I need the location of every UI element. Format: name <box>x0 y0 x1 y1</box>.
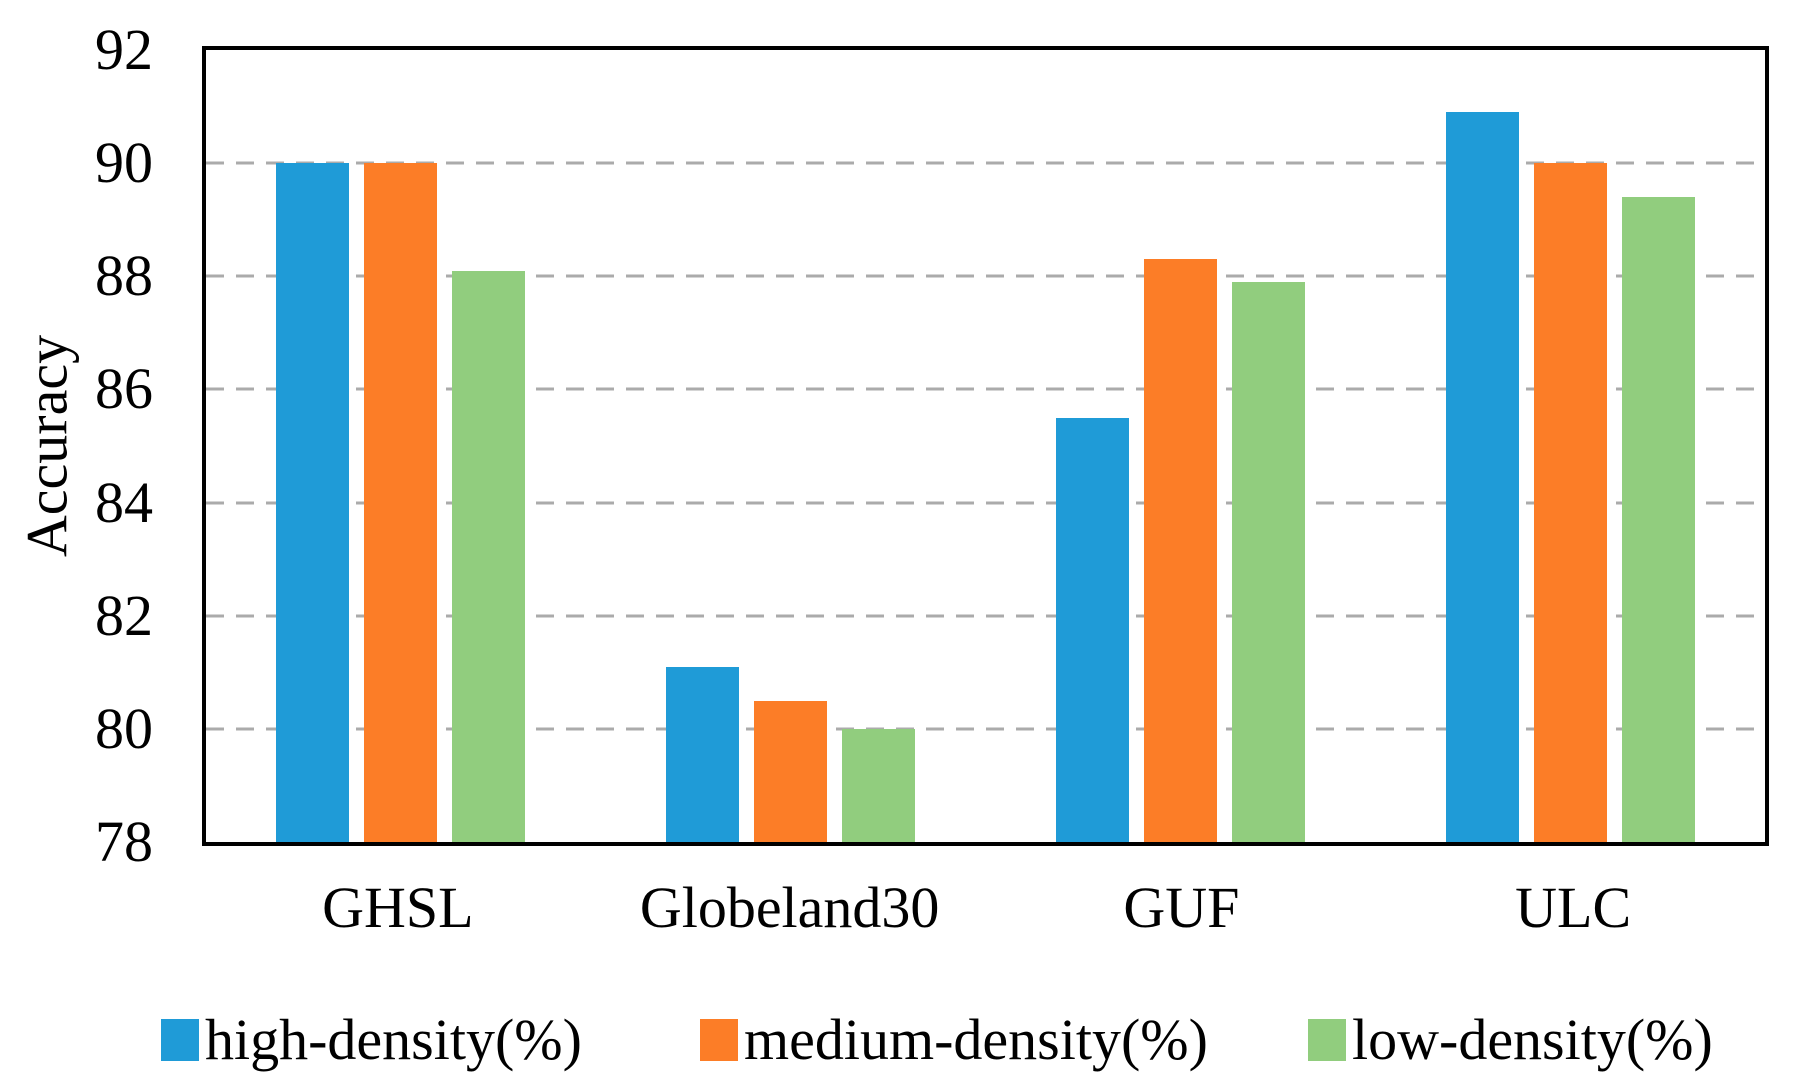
x-tick-label-GUF: GUF <box>1123 875 1240 940</box>
y-tick-label-90: 90 <box>95 130 153 196</box>
y-axis-ticks: 78 80 82 84 86 88 90 92 <box>0 21 153 871</box>
y-tick-label-92: 92 <box>95 17 153 82</box>
gridline-80 <box>206 727 1765 731</box>
legend-item-high-density: high-density(%) <box>161 1008 582 1072</box>
gridline-86 <box>206 387 1765 391</box>
gridlines <box>206 50 1765 842</box>
bar-low-density-GUF <box>1231 281 1305 842</box>
bar-group-Globeland30 <box>596 50 986 842</box>
bar-medium-density-Globeland30 <box>754 700 828 842</box>
bar-high-density-ULC <box>1445 112 1519 842</box>
x-tick-label-GHSL: GHSL <box>322 875 474 940</box>
bar-high-density-GUF <box>1055 417 1129 842</box>
legend-swatch-icon <box>161 1019 199 1061</box>
bar-low-density-GHSL <box>452 270 526 842</box>
y-tick-label-82: 82 <box>95 582 153 648</box>
bar-group-GHSL <box>206 50 596 842</box>
legend-item-medium-density: medium-density(%) <box>700 1008 1208 1072</box>
gridline-82 <box>206 614 1765 618</box>
legend-label: medium-density(%) <box>744 1007 1208 1072</box>
gridline-88 <box>206 274 1765 278</box>
bar-medium-density-ULC <box>1533 163 1607 842</box>
bar-medium-density-GHSL <box>364 163 438 842</box>
bar-group-ULC <box>1375 50 1765 842</box>
x-tick-label-Globeland30: Globeland30 <box>639 875 940 940</box>
x-tick-label-ULC: ULC <box>1515 875 1632 940</box>
legend-swatch-icon <box>1308 1019 1346 1061</box>
legend-swatch-icon <box>700 1019 738 1061</box>
gridline-90 <box>206 161 1765 165</box>
y-tick-label-86: 86 <box>95 356 153 422</box>
plot-area <box>202 46 1769 846</box>
y-tick-label-78: 78 <box>95 809 153 874</box>
y-tick-label-88: 88 <box>95 243 153 309</box>
bar-high-density-GHSL <box>276 163 350 842</box>
legend-item-low-density: low-density(%) <box>1308 1008 1713 1072</box>
x-axis-labels: GHSL Globeland30 GUF ULC <box>202 876 1769 940</box>
bar-group-GUF <box>986 50 1376 842</box>
bar-high-density-Globeland30 <box>666 666 740 842</box>
bar-groups <box>206 50 1765 842</box>
y-tick-label-84: 84 <box>95 469 153 535</box>
legend-label: high-density(%) <box>205 1007 582 1072</box>
bar-medium-density-GUF <box>1143 259 1217 842</box>
legend: high-density(%) medium-density(%) low-dens… <box>0 1008 1797 1072</box>
legend-label: low-density(%) <box>1352 1007 1713 1072</box>
bar-low-density-Globeland30 <box>842 728 916 842</box>
gridline-84 <box>206 501 1765 505</box>
y-tick-label-80: 80 <box>95 695 153 761</box>
bar-low-density-ULC <box>1621 197 1695 842</box>
